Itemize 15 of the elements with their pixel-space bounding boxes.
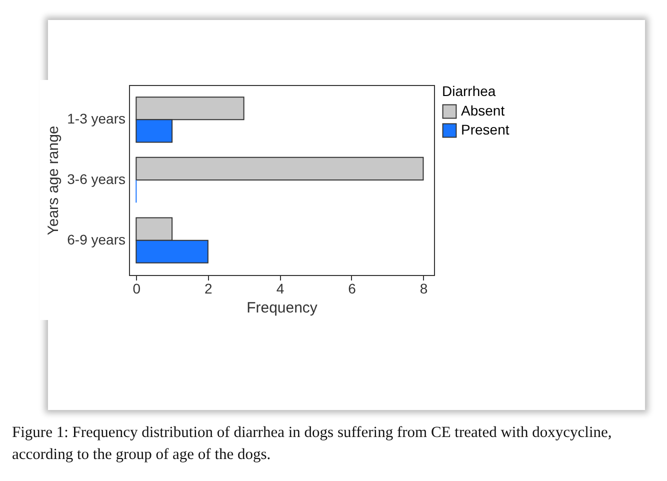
x-tick-label: 6 xyxy=(348,280,356,296)
legend-label: Present xyxy=(461,122,510,138)
y-tick-label: 1-3 years xyxy=(67,110,126,127)
legend-title: Diarrhea xyxy=(442,83,496,99)
x-tick-label: 4 xyxy=(276,280,284,296)
y-tick-label: 6-9 years xyxy=(67,231,126,248)
y-tick-label: 3-6 years xyxy=(67,171,126,187)
bar xyxy=(136,156,424,180)
x-tick-label: 8 xyxy=(420,280,428,296)
y-axis-title: Years age range xyxy=(45,126,62,236)
x-tick-label: 2 xyxy=(204,280,213,296)
x-axis-title: Frequency xyxy=(246,300,318,316)
legend-label: Absent xyxy=(461,102,505,118)
x-tick-label: 0 xyxy=(132,280,141,296)
caption: Figure 1: Frequency distribution of diarrhea in dogs suffering from CE treated with doxycycline, according to the group of age of the dogs. xyxy=(12,423,613,465)
